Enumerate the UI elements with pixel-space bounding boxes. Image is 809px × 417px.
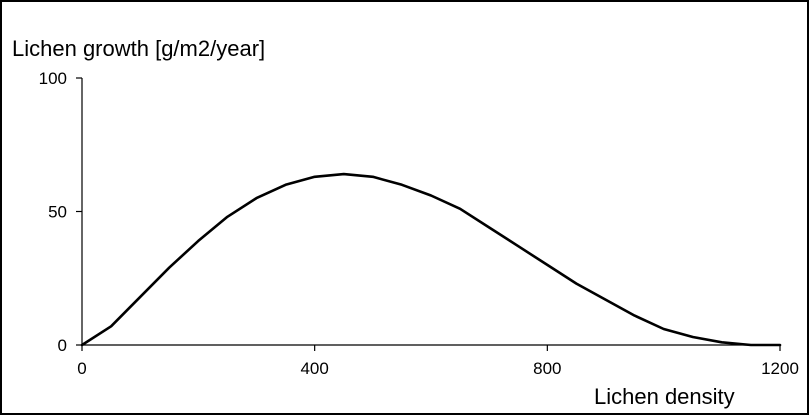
series-line-lichen-growth: [80, 172, 782, 347]
x-axis-title: Lichen density: [594, 384, 735, 409]
y-tick-label: 50: [48, 203, 67, 222]
x-tick-label: 800: [533, 359, 561, 378]
x-tick-label: 0: [77, 359, 86, 378]
y-tick-label: 0: [58, 336, 67, 355]
y-tick-label: 100: [39, 69, 67, 88]
y-axis-title: Lichen growth [g/m2/year]: [12, 36, 265, 61]
ticks-group: 0 50 100 0 400 800 1200: [39, 69, 799, 378]
x-tick-label: 1200: [761, 359, 799, 378]
x-tick-label: 400: [300, 359, 328, 378]
